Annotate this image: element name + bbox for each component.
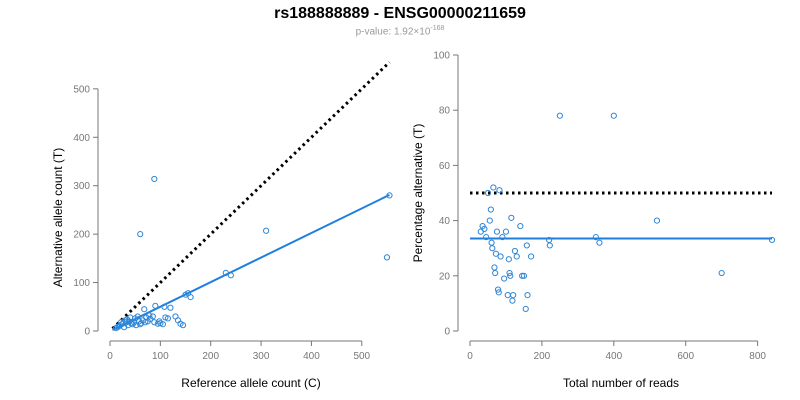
left-y-tick-label: 500 (73, 84, 90, 95)
left-data-point (141, 306, 148, 313)
right-data-point (489, 245, 496, 252)
left-y-tick-label: 0 (84, 327, 90, 338)
right-data-point (495, 289, 502, 296)
right-y-tick-label: 20 (439, 271, 451, 282)
right-data-point (596, 239, 603, 246)
left-data-point (167, 304, 174, 311)
left-x-tick-label: 500 (353, 351, 370, 362)
left-y-tick-label: 100 (73, 278, 90, 289)
pvalue-subtitle: p-value: 1.92×10-168 (0, 25, 800, 37)
left-data-point (187, 293, 194, 301)
right-data-point (499, 234, 506, 241)
right-data-point (496, 187, 503, 194)
left-data-point (164, 315, 172, 322)
pvalue-exponent: -168 (430, 25, 445, 32)
right-x-tick-label: 200 (534, 351, 551, 362)
right-y-axis-title: Percentage alternative (T) (411, 124, 425, 263)
right-data-point (486, 217, 493, 224)
right-data-point (653, 217, 661, 224)
chart-title: rs188888889 - ENSG00000211659 (274, 5, 526, 22)
right-data-point (556, 112, 563, 119)
right-data-point (490, 184, 497, 191)
left-data-point (161, 303, 168, 310)
right-data-point (506, 269, 513, 277)
left-data-point (151, 175, 158, 183)
right-y-tick-label: 60 (439, 161, 451, 172)
right-data-point (494, 286, 502, 293)
left-x-tick-label: 200 (202, 351, 219, 362)
right-data-point (477, 228, 484, 235)
right-data-point (524, 292, 531, 299)
right-data-point (768, 236, 776, 244)
left-data-point (179, 322, 187, 329)
right-data-point (491, 264, 498, 271)
right-data-point (492, 250, 499, 257)
right-data-point (509, 297, 516, 304)
right-data-point (610, 112, 617, 119)
left-data-point (146, 312, 153, 319)
left-x-axis-title: Reference allele count (C) (181, 376, 320, 390)
right-data-point (501, 275, 508, 282)
right-data-point (513, 253, 520, 260)
right-data-point (519, 272, 526, 279)
right-data-point (502, 228, 510, 235)
right-x-tick-label: 0 (467, 351, 473, 362)
right-data-point (507, 272, 514, 279)
right-x-tick-label: 800 (749, 351, 766, 362)
left-data-point (152, 302, 159, 309)
left-data-point (383, 254, 391, 261)
left-data-point (386, 192, 393, 199)
left-data-point (137, 231, 144, 238)
pvalue-text: p-value: 1.92×10 (355, 26, 431, 38)
left-data-point (159, 321, 166, 328)
right-data-point (481, 225, 488, 232)
left-y-axis-title: Alternative allele count (T) (51, 148, 65, 287)
right-y-tick-label: 80 (439, 106, 451, 117)
right-data-point (484, 189, 492, 197)
left-data-point (133, 322, 140, 329)
right-y-tick-label: 100 (433, 51, 450, 62)
right-data-point (488, 239, 495, 246)
right-data-point (523, 242, 530, 249)
right-data-point (546, 242, 553, 249)
right-x-axis-title: Total number of reads (563, 376, 679, 390)
left-data-point (227, 272, 234, 279)
right-data-point (510, 292, 517, 299)
left-data-point (138, 320, 145, 327)
right-data-point (508, 214, 515, 221)
right-data-point (493, 228, 501, 235)
left-reference-line (111, 61, 391, 330)
right-data-point (592, 234, 599, 241)
left-x-tick-label: 100 (152, 351, 169, 362)
left-data-point (149, 313, 156, 320)
right-y-tick-label: 0 (444, 327, 450, 338)
right-data-point (511, 247, 519, 255)
right-x-tick-label: 400 (605, 351, 622, 362)
right-data-point (483, 234, 490, 241)
left-data-point (136, 318, 143, 325)
left-data-point (128, 320, 135, 327)
right-y-tick-label: 40 (439, 216, 451, 227)
left-data-point (222, 269, 229, 276)
left-y-tick-label: 300 (73, 181, 90, 192)
right-data-point (520, 272, 528, 279)
right-data-point (504, 292, 511, 299)
right-data-point (718, 269, 725, 277)
right-data-point (497, 253, 504, 260)
right-data-point (487, 206, 494, 213)
left-x-tick-label: 400 (303, 351, 320, 362)
right-data-point (492, 269, 499, 277)
left-y-tick-label: 400 (73, 133, 90, 144)
right-data-point (522, 305, 529, 313)
left-data-point (263, 227, 270, 234)
right-x-tick-label: 600 (677, 351, 694, 362)
right-data-point (517, 223, 524, 230)
left-x-tick-label: 0 (107, 351, 113, 362)
right-data-point (505, 256, 512, 263)
left-y-tick-label: 200 (73, 230, 90, 241)
left-fit-line (112, 194, 390, 331)
right-data-point (528, 253, 535, 260)
left-x-tick-label: 300 (253, 351, 270, 362)
